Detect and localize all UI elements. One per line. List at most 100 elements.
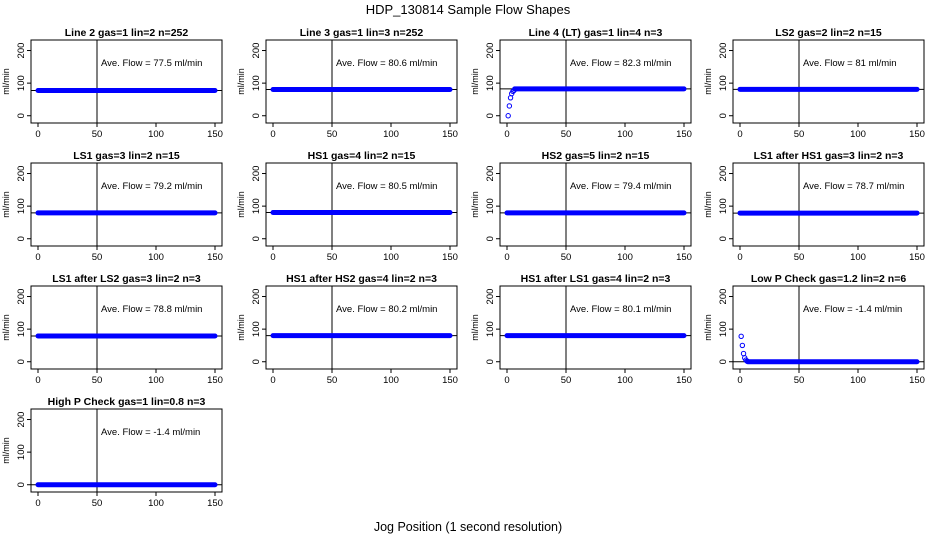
x-tick-label: 50 bbox=[794, 252, 805, 263]
y-tick-label: 100 bbox=[16, 321, 27, 337]
x-tick-label: 50 bbox=[794, 129, 805, 140]
x-tick-label: 0 bbox=[504, 129, 509, 140]
y-tick-label: 200 bbox=[16, 412, 27, 428]
chart-panel: HS2 gas=5 lin=2 n=15 0 50 100 150 0 100 200 ml/m… bbox=[470, 150, 692, 263]
panels-grid: Line 2 gas=1 lin=2 n=252 0 50 100 150 0 100 200… bbox=[1, 27, 925, 509]
y-tick-label: 0 bbox=[16, 359, 27, 364]
y-tick-label: 0 bbox=[718, 359, 729, 364]
x-tick-label: 0 bbox=[270, 375, 275, 386]
y-axis-label: ml/min bbox=[1, 191, 11, 218]
chart-panel: Line 4 (LT) gas=1 lin=4 n=3 0 50 100 150 0 100… bbox=[470, 27, 692, 140]
plot-frame bbox=[265, 39, 458, 124]
x-tick-label: 150 bbox=[676, 375, 692, 386]
y-tick-label: 0 bbox=[16, 113, 27, 118]
x-tick-label: 150 bbox=[442, 252, 458, 263]
y-axis-label: ml/min bbox=[1, 314, 11, 341]
y-tick-label: 100 bbox=[485, 198, 496, 214]
panel-title: LS1 gas=3 lin=2 n=15 bbox=[73, 150, 180, 162]
x-tick-label: 50 bbox=[561, 129, 572, 140]
chart-panel: LS1 gas=3 lin=2 n=15 0 50 100 150 0 100 200 ml/m… bbox=[1, 150, 223, 263]
y-tick-label: 0 bbox=[718, 236, 729, 241]
ave-flow-annotation: Ave. Flow = -1.4 ml/min bbox=[101, 427, 200, 438]
x-tick-label: 50 bbox=[327, 375, 338, 386]
ave-flow-annotation: Ave. Flow = 80.2 ml/min bbox=[336, 304, 437, 315]
x-tick-label: 150 bbox=[207, 252, 223, 263]
x-tick-label: 100 bbox=[617, 375, 633, 386]
x-tick-label: 150 bbox=[909, 375, 925, 386]
x-tick-label: 0 bbox=[35, 375, 40, 386]
ave-flow-annotation: Ave. Flow = 78.7 ml/min bbox=[803, 181, 904, 192]
x-tick-label: 100 bbox=[148, 252, 164, 263]
data-point bbox=[505, 113, 511, 119]
x-tick-label: 0 bbox=[35, 129, 40, 140]
panel-title: LS2 gas=2 lin=2 n=15 bbox=[775, 27, 882, 39]
x-tick-label: 0 bbox=[35, 252, 40, 263]
panel-title: HS1 after HS2 gas=4 lin=2 n=3 bbox=[286, 273, 437, 285]
x-tick-label: 100 bbox=[850, 375, 866, 386]
figure-title: HDP_130814 Sample Flow Shapes bbox=[366, 2, 571, 17]
y-tick-label: 200 bbox=[251, 289, 262, 305]
y-tick-label: 200 bbox=[485, 166, 496, 182]
y-axis-label: ml/min bbox=[1, 437, 11, 464]
panel-title: HS2 gas=5 lin=2 n=15 bbox=[542, 150, 650, 162]
y-tick-label: 0 bbox=[16, 482, 27, 487]
x-tick-label: 150 bbox=[207, 129, 223, 140]
x-tick-label: 150 bbox=[676, 252, 692, 263]
plot-frame bbox=[30, 162, 223, 247]
y-tick-label: 0 bbox=[251, 236, 262, 241]
plot-frame bbox=[732, 39, 925, 124]
plot-frame bbox=[30, 285, 223, 370]
y-tick-label: 200 bbox=[718, 289, 729, 305]
y-tick-label: 200 bbox=[485, 289, 496, 305]
plot-frame bbox=[499, 39, 692, 124]
x-tick-label: 50 bbox=[92, 498, 103, 509]
panel-title: High P Check gas=1 lin=0.8 n=3 bbox=[48, 396, 206, 408]
y-tick-label: 100 bbox=[251, 321, 262, 337]
panel-title: LS1 after LS2 gas=3 lin=2 n=3 bbox=[52, 273, 201, 285]
plot-frame bbox=[265, 162, 458, 247]
y-tick-label: 100 bbox=[16, 198, 27, 214]
chart-panel: LS1 after HS1 gas=3 lin=2 n=3 0 50 100 150 0 1… bbox=[703, 150, 925, 263]
x-tick-label: 50 bbox=[794, 375, 805, 386]
y-tick-label: 0 bbox=[485, 113, 496, 118]
y-axis-label: ml/min bbox=[470, 68, 480, 95]
x-tick-label: 50 bbox=[561, 375, 572, 386]
ave-flow-annotation: Ave. Flow = 79.2 ml/min bbox=[101, 181, 202, 192]
x-tick-label: 100 bbox=[148, 498, 164, 509]
ave-flow-annotation: Ave. Flow = 80.6 ml/min bbox=[336, 58, 437, 69]
y-tick-label: 100 bbox=[251, 198, 262, 214]
y-axis-label: ml/min bbox=[236, 68, 246, 95]
ave-flow-annotation: Ave. Flow = -1.4 ml/min bbox=[803, 304, 902, 315]
x-tick-label: 150 bbox=[442, 375, 458, 386]
plot-frame bbox=[499, 285, 692, 370]
ave-flow-annotation: Ave. Flow = 82.3 ml/min bbox=[570, 58, 671, 69]
chart-panel: High P Check gas=1 lin=0.8 n=3 0 50 100 150 0… bbox=[1, 396, 223, 509]
chart-panel: Line 2 gas=1 lin=2 n=252 0 50 100 150 0 100 200… bbox=[1, 27, 223, 140]
y-axis-label: ml/min bbox=[236, 191, 246, 218]
chart-panel: HS1 gas=4 lin=2 n=15 0 50 100 150 0 100 200 ml/m… bbox=[236, 150, 458, 263]
x-tick-label: 100 bbox=[617, 252, 633, 263]
y-tick-label: 100 bbox=[718, 198, 729, 214]
y-axis-label: ml/min bbox=[236, 314, 246, 341]
y-tick-label: 200 bbox=[718, 166, 729, 182]
y-tick-label: 100 bbox=[16, 75, 27, 91]
ave-flow-annotation: Ave. Flow = 81 ml/min bbox=[803, 58, 897, 69]
y-tick-label: 100 bbox=[718, 321, 729, 337]
x-tick-label: 150 bbox=[909, 129, 925, 140]
x-tick-label: 50 bbox=[327, 252, 338, 263]
x-tick-label: 100 bbox=[850, 129, 866, 140]
x-tick-label: 150 bbox=[909, 252, 925, 263]
plot-frame bbox=[732, 162, 925, 247]
ave-flow-annotation: Ave. Flow = 77.5 ml/min bbox=[101, 58, 202, 69]
x-tick-label: 0 bbox=[737, 252, 742, 263]
chart-panel: LS1 after LS2 gas=3 lin=2 n=3 0 50 100 150 0 1… bbox=[1, 273, 223, 386]
x-tick-label: 0 bbox=[270, 252, 275, 263]
x-tick-label: 0 bbox=[270, 129, 275, 140]
x-tick-label: 0 bbox=[737, 375, 742, 386]
y-tick-label: 100 bbox=[16, 444, 27, 460]
y-tick-label: 100 bbox=[485, 321, 496, 337]
x-tick-label: 0 bbox=[504, 252, 509, 263]
plot-frame bbox=[30, 408, 223, 493]
chart-panel: Low P Check gas=1.2 lin=2 n=6 0 50 100 150 0 1… bbox=[703, 273, 925, 386]
panel-title: Line 4 (LT) gas=1 lin=4 n=3 bbox=[529, 27, 663, 39]
